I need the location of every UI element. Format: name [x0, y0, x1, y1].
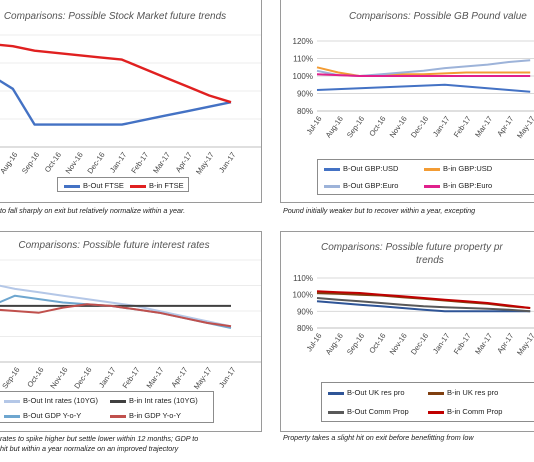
y-tick-label: 90% [297, 90, 313, 99]
chart-panel-stock: Comparisons: Possible Stock Market futur… [0, 0, 262, 203]
series-line-b-in-comm-prop [316, 290, 531, 309]
x-tick-label: Feb-17 [121, 365, 142, 390]
x-tick-label: Aug-16 [324, 331, 345, 356]
chart-panel-interest: Comparisons: Possible future interest ra… [0, 231, 262, 432]
legend-item-bin-int: B-in Int rates (10YG) [110, 396, 198, 405]
x-tick-label: Jan-17 [97, 365, 118, 389]
x-tick-label: Dec-16 [409, 331, 430, 356]
x-tick-label: May-17 [192, 365, 214, 391]
x-tick-label: Apr-17 [495, 114, 515, 138]
x-tick-label: Jan-17 [108, 150, 129, 174]
x-tick-label: Nov-16 [388, 114, 409, 139]
x-tick-label: May-17 [194, 150, 216, 176]
legend-stock: B-Out FTSE B-in FTSE [57, 177, 189, 192]
series-line-b-in-ftse [0, 43, 232, 104]
caption-interest-line-1: rates to spike higher but settle lower w… [0, 434, 199, 443]
series-line-b-out-uk-res-pro [316, 300, 531, 313]
x-tick-label: Dec-16 [72, 365, 93, 390]
legend-item-bin-gdp: B-in GDP Y-o-Y [110, 411, 181, 420]
x-tick-label: May-17 [515, 331, 534, 357]
caption-interest-line-2: hit but within a year normalize on an im… [0, 444, 179, 453]
x-tick-label: Mar-17 [473, 331, 494, 356]
caption-stock: to fall sharply on exit but relatively n… [0, 206, 186, 215]
legend-item-bin-gbpusd: B-in GBP:USD [424, 164, 492, 173]
legend-item-bout-ukres: B-Out UK res pro [328, 388, 405, 397]
legend-item-bout-gdp: B-Out GDP Y-o-Y [4, 411, 81, 420]
series-line-b-out-comm-prop [316, 297, 531, 313]
x-tick-label: Oct-16 [367, 114, 387, 138]
x-tick-label: Jan-17 [431, 114, 452, 138]
plot-property: 80% 90% 100% 110% Jul-16 Aug-16 Sep-16 Oct-16 No… [293, 274, 534, 357]
legend-item-bout-int: B-Out Int rates (10YG) [4, 396, 98, 405]
x-tick-label: Oct-16 [43, 150, 63, 174]
x-tick-label: Apr-17 [174, 150, 194, 174]
y-tick-label: 110% [293, 274, 313, 283]
x-tick-label: Feb-17 [452, 331, 473, 356]
x-tick-label: Nov-16 [388, 331, 409, 356]
y-tick-label: 120% [293, 37, 313, 46]
legend-gbp: B-Out GBP:USD B-in GBP:USD B-Out GBP:Eur… [317, 159, 534, 195]
x-tick-label: Sep-16 [345, 114, 366, 139]
series-line-b-in-gbp-euro [316, 73, 531, 77]
y-tick-label: 80% [297, 107, 313, 116]
x-tick-label: Sep-16 [0, 365, 21, 390]
x-tick-label: Sep-16 [20, 150, 41, 175]
chart-panel-gbp: Comparisons: Possible GB Pound value 80%… [280, 0, 534, 203]
chart-panel-property: Comparisons: Possible future property pr… [280, 231, 534, 432]
x-tick-label: Mar-17 [473, 114, 494, 139]
legend-item-bout-gbpeuro: B-Out GBP:Euro [324, 181, 398, 190]
chart-title-property-line-2: trends [416, 255, 444, 266]
plot-stock: Aug-16 Sep-16 Oct-16 Nov-16 Dec-16 Jan-17 Feb-… [0, 34, 261, 176]
series-line-b-in-gdp-y-o-y [0, 303, 232, 328]
y-tick-label: 100% [293, 291, 313, 300]
x-tick-label: Aug-16 [324, 114, 345, 139]
x-tick-label: Oct-16 [25, 365, 45, 389]
x-tick-label: Nov-16 [64, 150, 85, 175]
caption-property: Property takes a slight hit on exit befo… [283, 433, 474, 442]
legend-item-bout-comm: B-Out Comm Prop [328, 407, 409, 416]
caption-gbp: Pound initially weaker but to recover wi… [283, 206, 476, 215]
legend-property: B-Out UK res pro B-in UK res pro B-Out C… [321, 382, 534, 422]
x-tick-label: Dec-16 [85, 150, 106, 175]
x-tick-label: Feb-17 [452, 114, 473, 139]
legend-item-bin-comm: B-in Comm Prop [428, 407, 502, 416]
y-tick-label: 110% [293, 55, 313, 64]
x-tick-label: Dec-16 [409, 114, 430, 139]
legend-interest: B-Out Int rates (10YG) B-in Int rates (1… [0, 391, 214, 423]
chart-title-interest: Comparisons: Possible future interest ra… [18, 240, 210, 251]
x-tick-label: Jul-16 [304, 114, 323, 136]
x-tick-label: May-17 [515, 114, 534, 140]
legend-item-bin-gbpeuro: B-in GBP:Euro [424, 181, 492, 190]
x-tick-label: Sep-16 [345, 331, 366, 356]
x-tick-label: Jun-17 [217, 150, 238, 174]
x-tick-label: Mar-17 [145, 365, 166, 390]
legend-item-bout-ftse: B-Out FTSE [64, 181, 124, 190]
legend-item-bin-ftse: B-in FTSE [130, 181, 184, 190]
x-tick-label: Jan-17 [431, 331, 452, 355]
y-tick-label: 90% [297, 307, 313, 316]
plot-gbp: 80% 90% 100% 110% 120% Jul-16 Aug-16 Sep-16 Oct-… [293, 37, 534, 140]
x-tick-label: Mar-17 [151, 150, 172, 175]
series-line-b-out-ftse [0, 79, 232, 126]
y-tick-label: 100% [293, 72, 313, 81]
x-tick-label: Jul-16 [304, 331, 323, 353]
x-tick-label: Feb-17 [129, 150, 150, 175]
series-line-b-out-int-rates-10yg- [0, 284, 232, 328]
chart-title-property-line-1: Comparisons: Possible future property pr [321, 242, 503, 253]
chart-title-gbp: Comparisons: Possible GB Pound value [349, 11, 527, 22]
series-line-b-out-gbp-usd [316, 83, 531, 93]
chart-title-stock: Comparisons: Possible Stock Market futur… [3, 11, 227, 22]
x-tick-label: Aug-16 [0, 150, 19, 175]
legend-item-bout-gbpusd: B-Out GBP:USD [324, 164, 398, 173]
legend-item-bin-ukres: B-in UK res pro [428, 388, 498, 397]
x-tick-label: Nov-16 [48, 365, 69, 390]
x-tick-label: Jun-17 [217, 365, 238, 389]
x-tick-label: Apr-17 [169, 365, 189, 389]
y-tick-label: 80% [297, 324, 313, 333]
x-tick-label: Oct-16 [367, 331, 387, 355]
x-tick-label: Apr-17 [495, 331, 515, 355]
plot-interest: Sep-16 Oct-16 Nov-16 Dec-16 Jan-17 Feb-17 Mar-… [0, 259, 261, 391]
